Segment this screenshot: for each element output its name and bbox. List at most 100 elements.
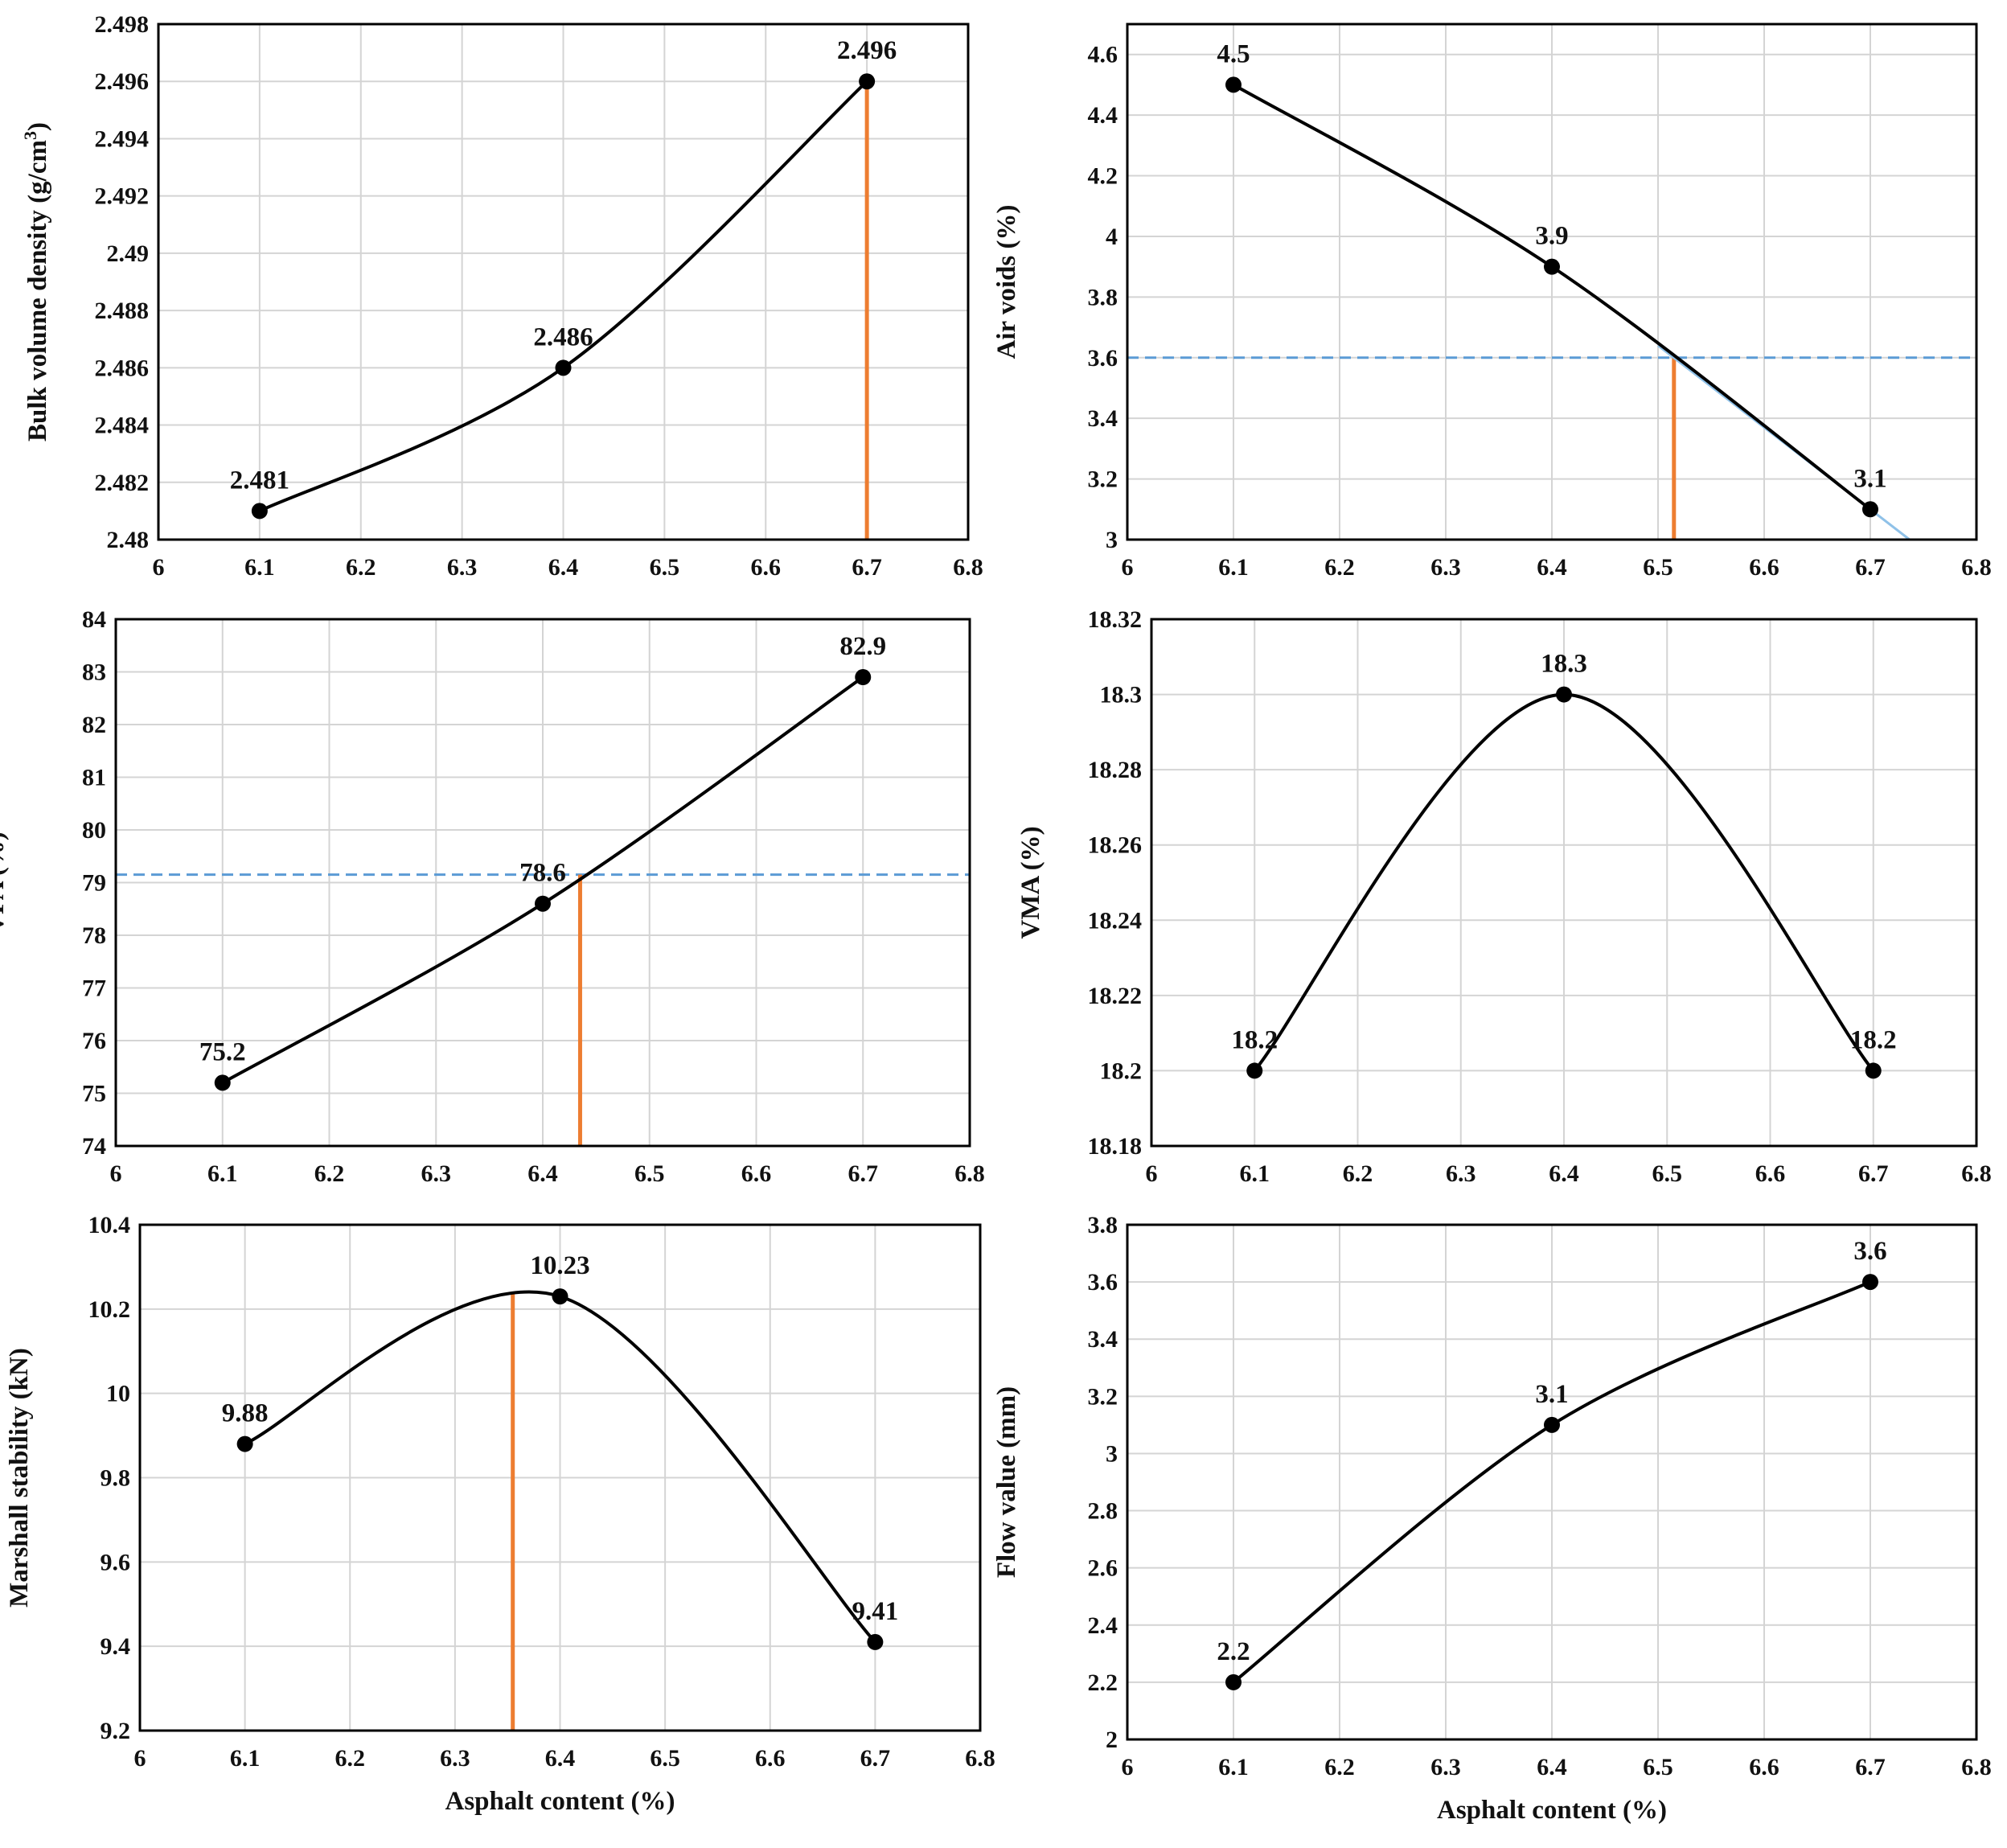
x-tick-label: 6.5 — [650, 1745, 680, 1772]
data-label: 9.88 — [222, 1399, 269, 1428]
plot-area-frame — [157, 23, 970, 541]
chart-bulk-density: 6 6.1 6.2 6.3 6.4 6.5 6.6 6.7 6.8 2.48 2.482 2.484 2… — [20, 11, 983, 581]
y-axis-label: VMA (%) — [1016, 826, 1045, 938]
data-point — [251, 503, 268, 519]
y-axis-label: VFA (%) — [0, 832, 10, 934]
x-tick-label: 6.2 — [346, 554, 376, 581]
x-tick-label: 6.6 — [1755, 1160, 1786, 1187]
x-tick-label: 6.2 — [314, 1160, 345, 1187]
x-tick-label: 6.3 — [421, 1160, 452, 1187]
y-tick-label: 2.486 — [95, 355, 150, 381]
y-axis-label: Bulk volume density (g/cm3) — [20, 122, 53, 441]
data-label: 82.9 — [839, 632, 886, 661]
y-tick-label: 4.6 — [1088, 42, 1118, 68]
x-tick-label: 6.7 — [1858, 1160, 1889, 1187]
x-tick-label: 6.3 — [1430, 1754, 1461, 1780]
data-label: 18.3 — [1541, 650, 1587, 679]
y-tick-label: 3.6 — [1088, 1269, 1118, 1296]
y-tick-label: 18.22 — [1088, 983, 1143, 1009]
x-tick-label: 6 — [1122, 554, 1134, 581]
x-tick-label: 6.5 — [634, 1160, 665, 1187]
y-axis-label: Marshall stability (kN) — [5, 1348, 34, 1608]
y-tick-label: 80 — [82, 817, 106, 844]
y-tick-label: 2.494 — [95, 125, 150, 152]
y-tick-label: 84 — [82, 606, 106, 633]
x-tick-label: 6.6 — [1749, 1754, 1779, 1780]
y-tick-label: 3.4 — [1088, 405, 1118, 432]
y-tick-label: 2 — [1106, 1727, 1118, 1753]
x-tick-label: 6.7 — [848, 1160, 879, 1187]
y-axis-label: Air voids (%) — [992, 205, 1021, 359]
y-tick-label: 18.2 — [1100, 1057, 1143, 1084]
x-tick-label: 6 — [134, 1745, 146, 1772]
x-tick-label: 6.3 — [1446, 1160, 1476, 1187]
x-tick-label: 6.4 — [548, 554, 579, 581]
y-tick-label: 10.4 — [88, 1212, 131, 1238]
y-tick-label: 4.2 — [1088, 163, 1118, 190]
y-tick-label: 2.484 — [95, 413, 150, 439]
y-axis-label: Flow value (mm) — [992, 1386, 1021, 1578]
x-tick-label: 6.6 — [751, 554, 782, 581]
data-point — [1544, 258, 1560, 275]
x-tick-label: 6 — [1146, 1160, 1158, 1187]
x-tick-label: 6.1 — [1218, 1754, 1249, 1780]
y-tick-label: 9.2 — [101, 1718, 131, 1744]
data-label: 10.23 — [530, 1251, 589, 1280]
y-tick-label: 9.6 — [101, 1549, 131, 1575]
data-point — [1862, 501, 1878, 518]
data-point — [552, 1288, 568, 1305]
x-tick-label: 6.4 — [1537, 554, 1567, 581]
y-tick-label: 2.4 — [1088, 1612, 1118, 1639]
x-tick-label: 6.8 — [1961, 554, 1992, 581]
chart-flow-value: 6 6.1 6.2 6.3 6.4 6.5 6.6 6.7 6.8 2 2.2 2.4 2.6 2.8 3 3… — [992, 1212, 1992, 1825]
y-tick-label: 78 — [82, 922, 106, 949]
plot-area-frame — [1126, 23, 1978, 541]
x-axis-label: Asphalt content (%) — [445, 1787, 675, 1816]
y-tick-label: 2.498 — [95, 11, 150, 38]
data-label: 3.1 — [1853, 464, 1886, 493]
y-tick-label: 3.2 — [1088, 1383, 1118, 1410]
chart-air-voids: 6 6.1 6.2 6.3 6.4 6.5 6.6 6.7 6.8 3 3.2 3.4 3.6 3.8 4 4… — [992, 23, 1992, 581]
data-label: 18.2 — [1231, 1025, 1278, 1054]
y-tick-label: 2.6 — [1088, 1555, 1118, 1582]
x-tick-label: 6.1 — [207, 1160, 238, 1187]
y-tick-label: 18.3 — [1100, 682, 1143, 708]
x-tick-label: 6.8 — [954, 1160, 985, 1187]
data-point — [1225, 76, 1242, 93]
y-tick-label: 18.26 — [1088, 832, 1143, 859]
y-tick-label: 2.48 — [107, 527, 150, 553]
x-tick-label: 6.4 — [1537, 1754, 1567, 1780]
y-tick-label: 9.8 — [101, 1465, 131, 1492]
x-tick-label: 6.6 — [1749, 554, 1779, 581]
x-tick-label: 6 — [153, 554, 165, 581]
chart-vfa: 6 6.1 6.2 6.3 6.4 6.5 6.6 6.7 6.8 74 75 76 77 78 79 80 8… — [0, 606, 985, 1187]
x-tick-label: 6.1 — [244, 554, 275, 581]
y-tick-label: 3.4 — [1088, 1326, 1118, 1353]
data-point — [236, 1435, 253, 1452]
y-tick-label: 2.482 — [95, 470, 150, 496]
x-tick-label: 6 — [1122, 1754, 1134, 1780]
y-tick-label: 82 — [82, 712, 106, 738]
y-tick-label: 3 — [1106, 1440, 1118, 1467]
y-tick-label: 2.488 — [95, 298, 150, 324]
x-tick-label: 6.2 — [1324, 554, 1355, 581]
x-tick-label: 6.5 — [650, 554, 680, 581]
x-tick-label: 6.8 — [1961, 1754, 1992, 1780]
x-tick-label: 6.4 — [527, 1160, 558, 1187]
data-label: 3.1 — [1535, 1380, 1568, 1409]
data-point — [1865, 1062, 1882, 1079]
plot-area-frame — [138, 1223, 982, 1732]
y-tick-label: 18.28 — [1088, 757, 1143, 783]
data-label: 2.496 — [837, 36, 897, 65]
x-tick-label: 6.3 — [447, 554, 478, 581]
y-tick-label: 18.32 — [1088, 606, 1143, 633]
x-tick-label: 6.1 — [230, 1745, 261, 1772]
data-label: 4.5 — [1217, 39, 1250, 68]
x-tick-label: 6.7 — [852, 554, 882, 581]
chart-marshall-stability: 6 6.1 6.2 6.3 6.4 6.5 6.6 6.7 6.8 9.2 9.4 9.6 9.8 10 1… — [5, 1212, 995, 1816]
data-label: 78.6 — [519, 859, 566, 888]
plot-area-frame — [114, 618, 971, 1148]
y-tick-label: 18.24 — [1088, 907, 1143, 934]
data-point — [1246, 1062, 1263, 1079]
x-tick-label: 6.5 — [1643, 1754, 1673, 1780]
